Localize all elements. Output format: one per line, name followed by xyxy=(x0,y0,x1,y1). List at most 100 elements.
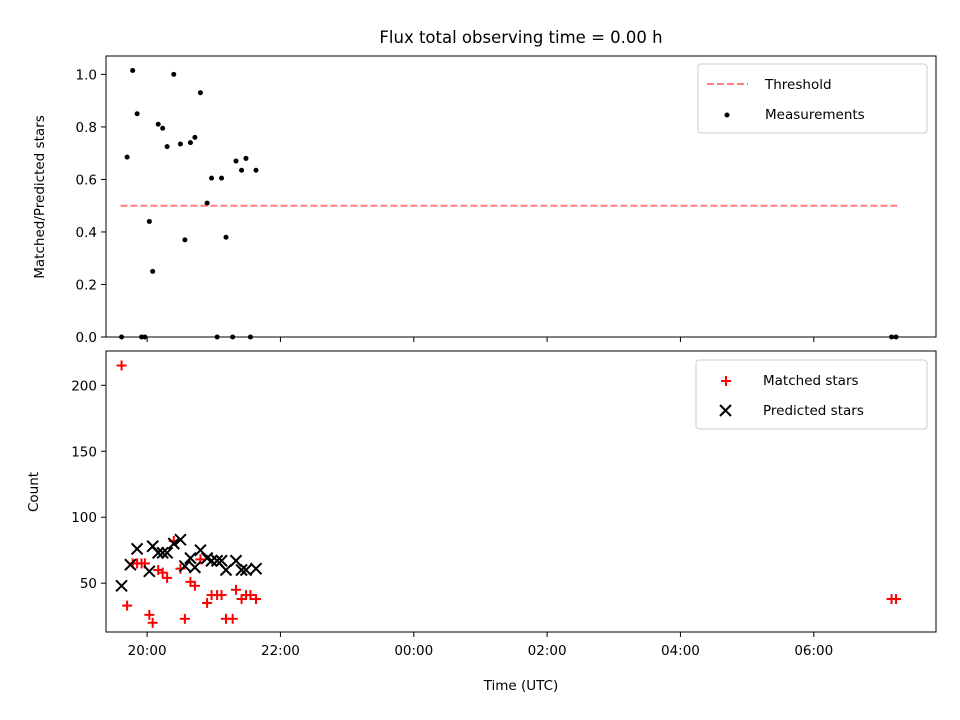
ratio-y-tick-label: 1.0 xyxy=(76,67,97,83)
count-y-tick-label: 200 xyxy=(71,378,97,394)
measurements-legend-marker xyxy=(724,112,730,118)
matched-star-point xyxy=(245,590,256,601)
count-legend: Matched stars Predicted stars xyxy=(695,359,928,430)
predicted-star-point xyxy=(235,563,248,577)
count-y-tick-label: 100 xyxy=(71,510,97,526)
matched-star-point xyxy=(227,613,238,624)
measurement-point xyxy=(204,200,210,206)
matched-star-point xyxy=(147,617,158,628)
measurement-point xyxy=(164,144,170,150)
ratio-y-tick-label: 0.0 xyxy=(76,330,97,346)
measurement-point xyxy=(134,111,140,117)
measurement-point xyxy=(214,334,220,340)
measurement-point xyxy=(150,268,156,274)
measurement-point xyxy=(146,218,152,224)
measurement-point xyxy=(177,141,183,147)
measurement-point xyxy=(233,158,239,164)
measurement-point xyxy=(219,175,225,181)
ratio-panel: 0.0 0.2 0.4 0.6 0.8 1.0 Matched/Predicted sta… xyxy=(32,55,937,346)
matched-star-point xyxy=(162,572,173,583)
measurement-point xyxy=(119,334,125,340)
count-y-tick-label: 150 xyxy=(71,444,97,460)
legend-predicted-label: Predicted stars xyxy=(763,403,864,419)
ratio-y-tick-label: 0.4 xyxy=(76,225,97,241)
measurement-point xyxy=(239,167,245,173)
matched-star-point xyxy=(216,590,227,601)
predicted-star-point xyxy=(215,554,228,567)
count-y-tick-label: 50 xyxy=(80,576,97,592)
matched-star-point xyxy=(175,563,186,574)
ratio-legend-box xyxy=(697,63,928,134)
count-x-tick-label: 22:00 xyxy=(261,643,300,659)
count-x-tick-label: 06:00 xyxy=(794,643,833,659)
measurement-point xyxy=(889,334,895,340)
measurement-point xyxy=(253,167,259,173)
matched-legend-marker xyxy=(721,376,731,386)
measurement-point xyxy=(243,155,249,161)
count-legend-box xyxy=(695,359,928,430)
ratio-y-tick-label: 0.6 xyxy=(76,172,97,188)
matched-star-point xyxy=(144,609,155,620)
predicted-star-point xyxy=(174,533,187,546)
measurement-point xyxy=(160,125,166,131)
ratio-y-axis-label: Matched/Predicted stars xyxy=(32,115,48,278)
matched-star-point xyxy=(122,600,133,611)
chart-title: Flux total observing time = 0.00 h xyxy=(379,28,662,47)
matched-star-point xyxy=(157,567,168,578)
legend-measurements-label: Measurements xyxy=(765,107,865,123)
measurement-point xyxy=(192,134,198,140)
ratio-plot-frame xyxy=(105,55,937,338)
legend-threshold-label: Threshold xyxy=(764,77,832,93)
predicted-star-point xyxy=(229,554,243,567)
predicted-star-point xyxy=(124,558,137,571)
matched-star-point xyxy=(251,594,261,605)
measurement-point xyxy=(209,175,215,181)
predicted-legend-marker xyxy=(719,404,732,417)
count-x-tick-label: 00:00 xyxy=(394,643,433,659)
predicted-star-point xyxy=(184,551,197,565)
matched-star-point xyxy=(231,584,241,595)
measurement-point xyxy=(155,121,161,127)
ratio-y-tick-label: 0.8 xyxy=(76,120,97,136)
predicted-star-point xyxy=(178,559,192,573)
measurement-point xyxy=(182,237,188,243)
measurement-point xyxy=(197,90,203,96)
measurement-point xyxy=(230,334,236,340)
predicted-star-point xyxy=(219,563,233,577)
predicted-star-point xyxy=(143,565,156,578)
matched-star-point xyxy=(891,594,901,605)
predicted-star-point xyxy=(205,554,218,567)
ratio-y-tick-label: 0.2 xyxy=(76,277,97,293)
predicted-star-point xyxy=(239,563,253,577)
predicted-star-point xyxy=(160,546,174,560)
predicted-star-point xyxy=(130,542,144,556)
measurement-point xyxy=(247,334,253,340)
measurement-point xyxy=(223,234,229,240)
matched-star-point xyxy=(179,613,190,624)
matched-star-point xyxy=(116,360,127,371)
measurement-point xyxy=(142,334,148,340)
predicted-star-point xyxy=(188,561,202,574)
matched-star-point xyxy=(202,597,213,608)
measurement-point xyxy=(124,154,130,160)
measurement-point xyxy=(187,140,193,146)
count-x-tick-label: 02:00 xyxy=(528,643,567,659)
predicted-star-point xyxy=(249,562,263,575)
count-panel: 50 100 150 200 20:00 22:00 00:00 02:00 04:00 06:0… xyxy=(26,350,937,694)
measurement-point xyxy=(130,67,136,73)
legend-matched-label: Matched stars xyxy=(763,373,859,389)
ratio-legend: Threshold Measurements xyxy=(697,63,928,134)
predicted-star-point xyxy=(156,546,169,560)
predicted-star-point xyxy=(152,546,165,560)
matched-star-point xyxy=(189,580,200,591)
count-x-tick-label: 04:00 xyxy=(661,643,700,659)
predicted-star-point xyxy=(115,579,128,593)
count-x-tick-label: 20:00 xyxy=(128,643,167,659)
count-plot-frame xyxy=(105,350,937,633)
count-y-axis-label: Count xyxy=(26,472,42,512)
x-axis-label: Time (UTC) xyxy=(483,678,559,694)
measurement-point xyxy=(893,334,899,340)
measurement-point xyxy=(171,71,177,77)
predicted-star-point xyxy=(167,537,180,550)
